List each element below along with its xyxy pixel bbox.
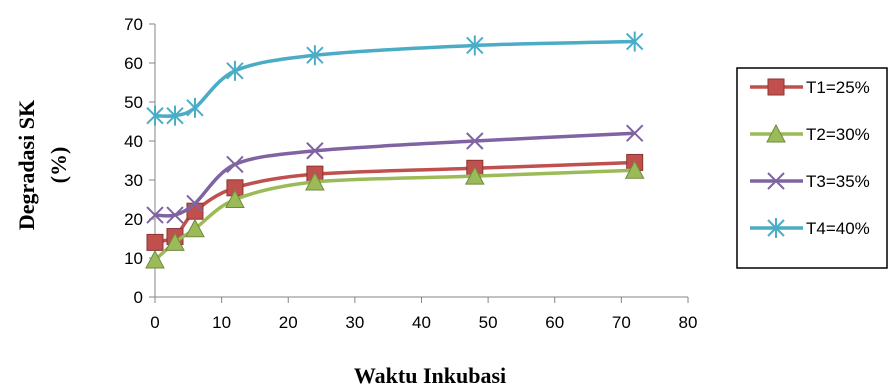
- data-point: [225, 189, 245, 208]
- legend-box: [736, 67, 888, 269]
- legend-marker: [767, 218, 785, 238]
- y-tick-label: 70: [124, 15, 143, 34]
- y-axis-title-line-2: (%): [46, 147, 71, 184]
- legend-item: T2=30%: [750, 123, 870, 144]
- legend-label: T3=35%: [806, 172, 870, 191]
- legend-label: T2=30%: [806, 125, 870, 144]
- series-line: [154, 39, 635, 118]
- legend-marker: [767, 78, 785, 96]
- x-tick-label: 40: [412, 313, 431, 332]
- series-line: [154, 131, 635, 218]
- legend: T1=25% T2=30% T3=35% T4=40%: [736, 67, 888, 269]
- data-point: [166, 105, 184, 126]
- data-point: [165, 232, 185, 251]
- data-point: [186, 97, 204, 118]
- y-tick-label: 0: [134, 288, 143, 307]
- x-tick-label: 70: [612, 313, 631, 332]
- data-point: [305, 171, 325, 191]
- x-tick-label: 30: [345, 313, 364, 332]
- data-point: [186, 194, 204, 213]
- y-tick-label: 30: [124, 171, 143, 190]
- series-2: [145, 160, 645, 269]
- x-axis-title: Waktu Inkubasi: [354, 363, 506, 385]
- data-point: [624, 160, 645, 179]
- legend-label: T1=25%: [806, 78, 870, 97]
- x-tick-label: 60: [545, 313, 564, 332]
- data-point: [625, 124, 644, 142]
- y-tick-label: 10: [124, 249, 143, 268]
- data-point: [466, 35, 484, 56]
- data-point: [145, 249, 165, 269]
- y-tick-label: 20: [124, 210, 143, 229]
- data-point: [464, 166, 485, 185]
- x-tick-label: 10: [212, 313, 231, 332]
- x-tick-label: 20: [279, 313, 298, 332]
- y-tick-label: 40: [124, 132, 143, 151]
- legend-item: T4=40%: [750, 218, 870, 238]
- y-tick-label: 60: [124, 54, 143, 73]
- data-point: [185, 218, 205, 238]
- legend-item: T3=35%: [750, 172, 870, 191]
- data-point: [625, 31, 644, 52]
- data-point: [466, 132, 484, 150]
- data-point: [166, 206, 184, 224]
- x-tick-label: 80: [679, 313, 698, 332]
- data-point: [226, 155, 244, 174]
- y-axis-title-line-1: Degradasi SK: [14, 100, 39, 230]
- legend-label: T4=40%: [806, 219, 870, 238]
- x-tick-label: 0: [150, 313, 159, 332]
- data-point: [146, 105, 164, 126]
- series-3: [146, 124, 644, 224]
- legend-marker: [766, 123, 786, 143]
- series-layer: [145, 31, 645, 269]
- y-tick-label: 50: [124, 93, 143, 112]
- data-point: [306, 45, 324, 66]
- data-point: [306, 142, 324, 160]
- data-point: [226, 60, 244, 81]
- series-1: [146, 153, 644, 251]
- legend-item: T1=25%: [750, 78, 870, 97]
- series-4: [146, 31, 644, 126]
- legend-marker: [767, 172, 785, 190]
- data-point: [146, 233, 164, 251]
- data-point: [146, 206, 164, 224]
- axes: 0 10 20 30 40 50 60 70 0 10 20 30 40 50 60 70 80: [124, 15, 697, 332]
- x-tick-label: 50: [479, 313, 498, 332]
